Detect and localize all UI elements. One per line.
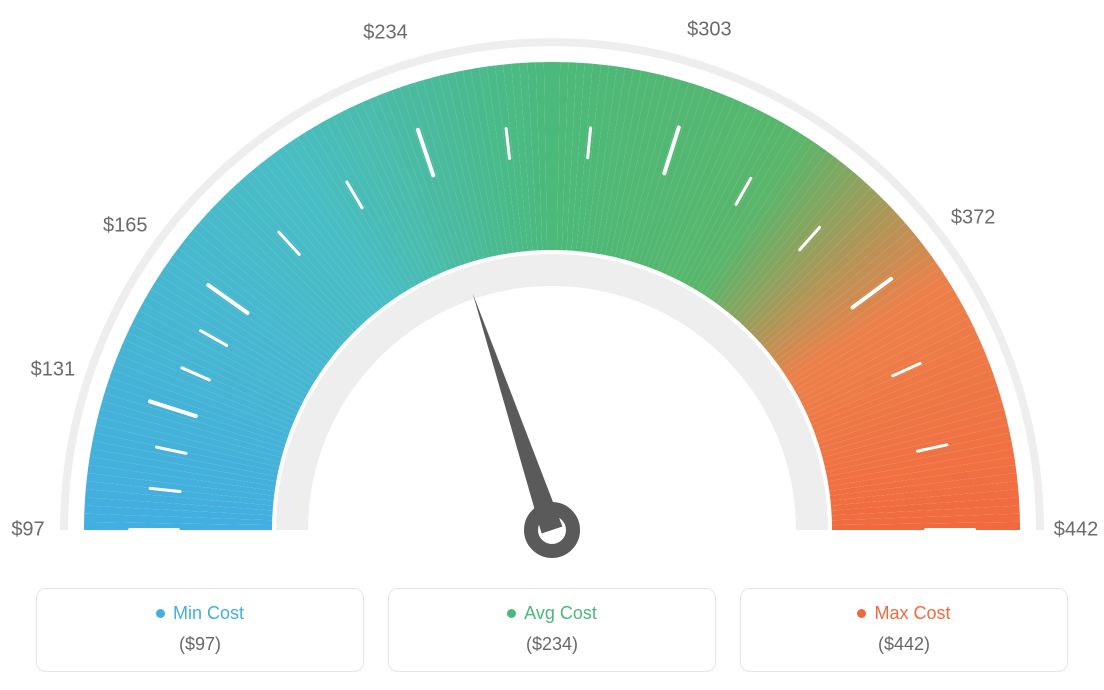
legend-value-avg: ($234) <box>389 634 715 655</box>
gauge-svg <box>0 0 1104 570</box>
gauge-tick-label: $442 <box>1054 519 1099 542</box>
legend-title-text: Avg Cost <box>524 603 597 624</box>
dot-icon <box>507 609 516 618</box>
legend-card-avg: Avg Cost ($234) <box>388 588 716 672</box>
legend-card-max: Max Cost ($442) <box>740 588 1068 672</box>
legend-title-text: Min Cost <box>173 603 244 624</box>
gauge-tick-label: $165 <box>103 214 148 237</box>
gauge-area: $97 $131 $165 $234 $303 $372 $442 <box>0 0 1104 570</box>
legend-value-min: ($97) <box>37 634 363 655</box>
legend-row: Min Cost ($97) Avg Cost ($234) Max Cost … <box>36 588 1068 672</box>
legend-title-text: Max Cost <box>874 603 950 624</box>
gauge-tick-label: $131 <box>31 359 76 382</box>
gauge-tick-label: $97 <box>11 519 44 542</box>
gauge-tick-label: $372 <box>951 207 996 230</box>
legend-title-max: Max Cost <box>857 603 950 624</box>
dot-icon <box>156 609 165 618</box>
gauge-tick-label: $303 <box>687 19 732 42</box>
legend-title-avg: Avg Cost <box>507 603 597 624</box>
gauge-needle <box>473 293 563 534</box>
legend-value-max: ($442) <box>741 634 1067 655</box>
legend-title-min: Min Cost <box>156 603 244 624</box>
dot-icon <box>857 609 866 618</box>
legend-card-min: Min Cost ($97) <box>36 588 364 672</box>
cost-gauge-widget: $97 $131 $165 $234 $303 $372 $442 Min Cost ($9… <box>0 0 1104 690</box>
gauge-tick-label: $234 <box>363 22 408 45</box>
